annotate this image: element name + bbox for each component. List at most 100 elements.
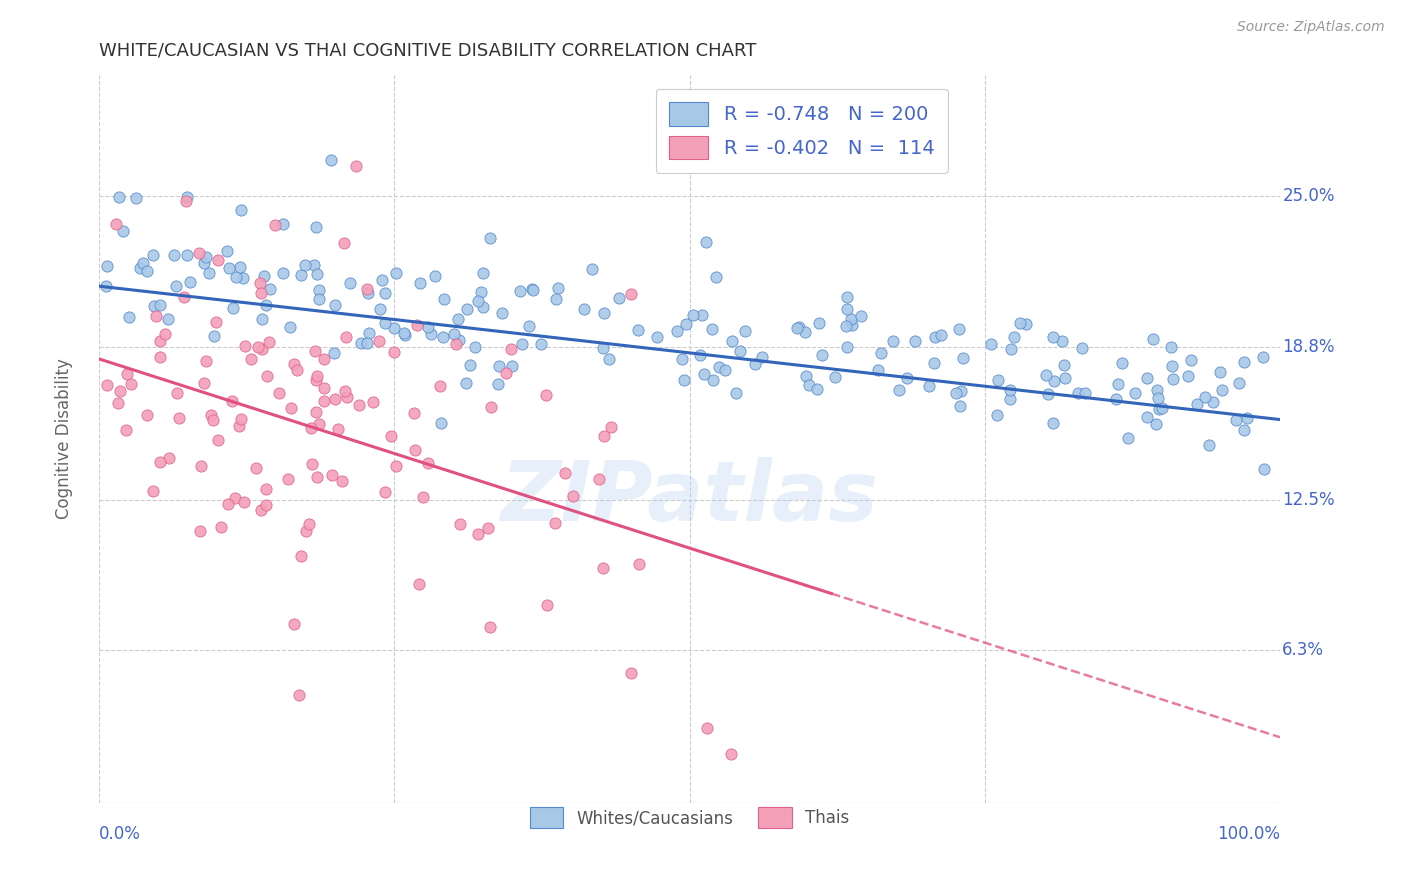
Point	[870, 346, 893, 360]
Point	[304, 343, 326, 358]
Point	[588, 472, 610, 486]
Point	[269, 385, 291, 400]
Point	[952, 351, 974, 365]
Point	[205, 315, 228, 329]
Point	[254, 298, 277, 312]
Point	[628, 557, 651, 571]
Point	[544, 516, 567, 531]
Point	[672, 373, 695, 387]
Point	[165, 278, 187, 293]
Point	[250, 312, 273, 326]
Point	[949, 399, 972, 413]
Point	[720, 334, 742, 348]
Point	[308, 292, 330, 306]
Point	[449, 516, 471, 531]
Text: WHITE/CAUCASIAN VS THAI COGNITIVE DISABILITY CORRELATION CHART: WHITE/CAUCASIAN VS THAI COGNITIVE DISABI…	[100, 42, 756, 60]
Point	[464, 340, 486, 354]
Point	[931, 328, 953, 343]
Point	[356, 282, 378, 296]
Point	[312, 381, 335, 395]
Point	[188, 245, 211, 260]
Point	[107, 396, 129, 410]
Point	[486, 376, 509, 391]
Point	[149, 334, 172, 349]
Point	[374, 286, 396, 301]
Point	[305, 405, 328, 419]
Point	[253, 268, 276, 283]
Point	[707, 359, 730, 374]
Point	[1015, 317, 1038, 331]
Point	[1160, 340, 1182, 354]
Point	[561, 489, 583, 503]
Point	[201, 412, 224, 426]
Point	[675, 317, 697, 331]
Point	[368, 301, 391, 316]
Point	[302, 258, 325, 272]
Point	[305, 219, 328, 234]
Point	[797, 378, 820, 392]
Text: Cognitive Disability: Cognitive Disability	[55, 359, 73, 519]
Point	[179, 275, 201, 289]
Point	[94, 279, 117, 293]
Point	[283, 616, 305, 631]
Point	[430, 416, 453, 430]
Point	[235, 339, 257, 353]
Point	[249, 276, 271, 290]
Point	[1208, 366, 1230, 380]
Point	[447, 312, 470, 326]
Point	[501, 343, 523, 357]
Point	[394, 328, 416, 343]
Point	[254, 498, 277, 512]
Point	[166, 386, 188, 401]
Point	[264, 218, 287, 232]
Point	[1225, 413, 1247, 427]
Point	[295, 524, 318, 538]
Point	[142, 484, 165, 499]
Point	[1123, 386, 1146, 401]
Point	[443, 327, 465, 342]
Text: 6.3%: 6.3%	[1282, 641, 1324, 659]
Point	[245, 461, 267, 475]
Point	[1136, 410, 1159, 425]
Point	[478, 231, 501, 245]
Point	[835, 290, 858, 304]
Point	[339, 277, 361, 291]
Point	[350, 336, 373, 351]
Point	[278, 320, 301, 334]
Point	[501, 359, 523, 374]
Point	[218, 260, 240, 275]
Point	[330, 474, 353, 488]
Point	[257, 334, 280, 349]
Point	[308, 283, 330, 297]
Point	[416, 456, 439, 470]
Point	[479, 400, 502, 414]
Point	[229, 202, 252, 217]
Point	[949, 384, 972, 399]
Point	[221, 393, 243, 408]
Point	[193, 376, 215, 390]
Point	[1160, 359, 1182, 373]
Point	[1236, 411, 1258, 425]
Point	[806, 383, 828, 397]
Point	[374, 484, 396, 499]
Point	[256, 369, 278, 384]
Point	[998, 392, 1021, 406]
Point	[149, 350, 172, 364]
Point	[190, 458, 212, 473]
Text: 18.8%: 18.8%	[1282, 338, 1334, 356]
Point	[444, 337, 467, 351]
Point	[945, 386, 967, 401]
Point	[371, 273, 394, 287]
Text: 0.0%: 0.0%	[100, 824, 141, 843]
Point	[1147, 392, 1170, 406]
Point	[787, 320, 810, 334]
Point	[1201, 395, 1223, 409]
Point	[159, 451, 181, 466]
Point	[689, 348, 711, 362]
Point	[307, 267, 329, 281]
Point	[488, 359, 510, 374]
Point	[259, 282, 281, 296]
Point	[882, 334, 904, 348]
Point	[998, 384, 1021, 398]
Point	[1042, 330, 1064, 344]
